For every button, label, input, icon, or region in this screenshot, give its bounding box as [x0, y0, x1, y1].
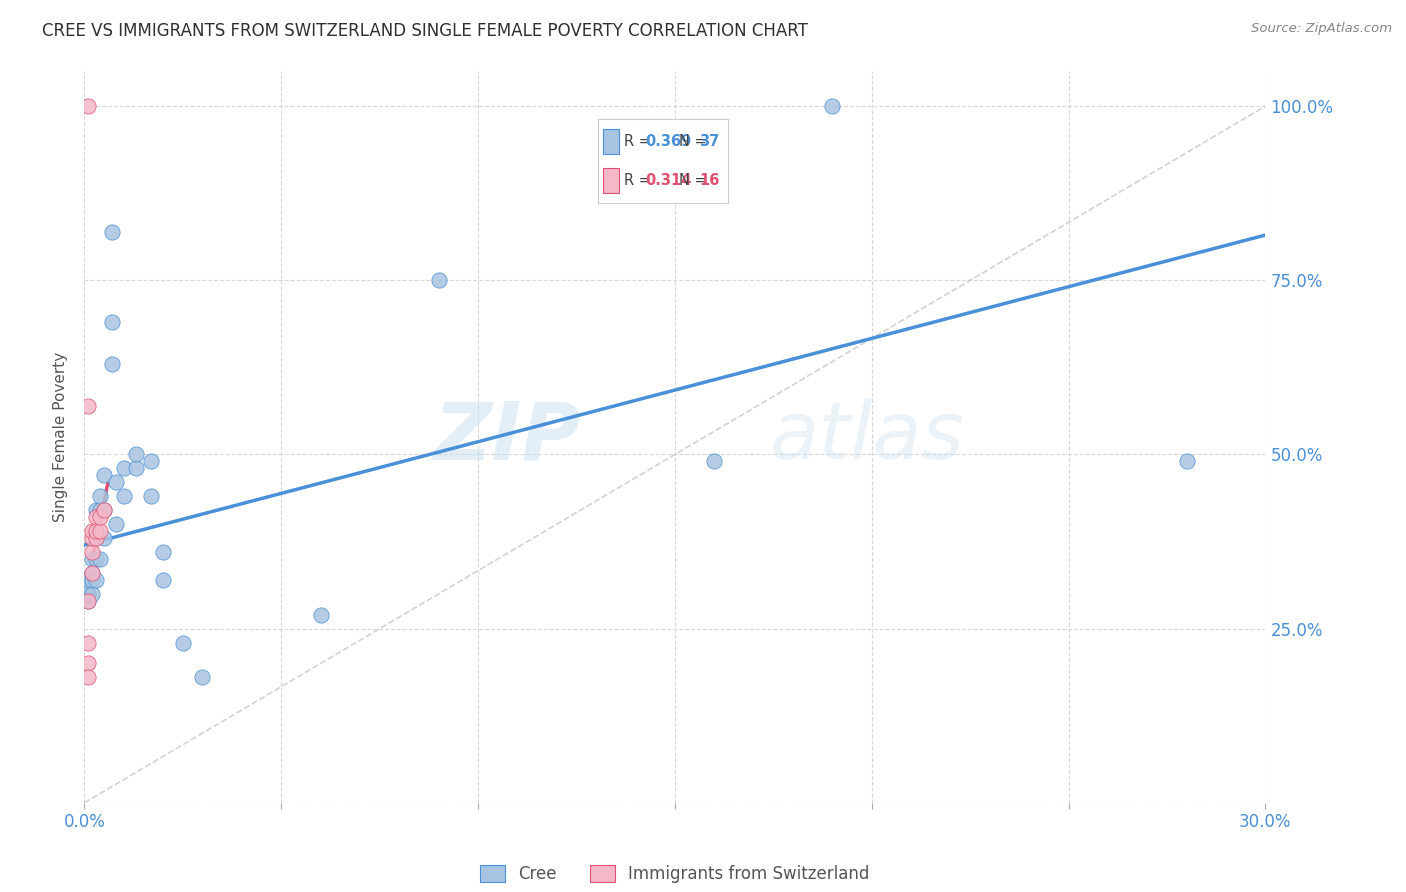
Point [82, 552, 104, 566]
Point [77, 580, 100, 594]
Point [77, 657, 100, 671]
Point [77, 594, 100, 608]
Text: CREE VS IMMIGRANTS FROM SWITZERLAND SINGLE FEMALE POVERTY CORRELATION CHART: CREE VS IMMIGRANTS FROM SWITZERLAND SING… [42, 22, 808, 40]
Point [101, 357, 124, 371]
Bar [603, 129, 619, 154]
Point [93, 503, 115, 517]
Point [84, 552, 107, 566]
Point [309, 607, 332, 622]
Point [77, 587, 100, 601]
Point [172, 635, 194, 649]
Text: ZIP: ZIP [433, 398, 581, 476]
Point [77, 670, 100, 684]
Point [104, 475, 127, 490]
Point [84, 531, 107, 545]
Point [124, 448, 146, 462]
Y-axis label: Single Female Poverty: Single Female Poverty [53, 352, 69, 522]
Point [141, 454, 163, 468]
Point [427, 273, 450, 287]
Point [112, 461, 135, 475]
Text: R =: R = [624, 134, 655, 149]
Text: 0.314: 0.314 [645, 173, 692, 188]
Text: atlas: atlas [769, 398, 965, 476]
Point [82, 566, 104, 580]
Point [89, 489, 111, 503]
Point [93, 531, 115, 545]
Bar [603, 168, 619, 193]
Point [1175, 454, 1198, 468]
Point [89, 524, 111, 538]
Point [82, 524, 104, 538]
Point [77, 594, 100, 608]
Point [703, 454, 725, 468]
Point [82, 573, 104, 587]
Point [112, 489, 135, 503]
Point [821, 99, 844, 113]
Text: N =: N = [679, 134, 711, 149]
Point [104, 517, 127, 532]
Text: 37: 37 [699, 134, 720, 149]
Point [82, 566, 104, 580]
Point [89, 510, 111, 524]
Point [84, 573, 107, 587]
Point [84, 524, 107, 538]
Point [93, 503, 115, 517]
Point [82, 531, 104, 545]
Point [84, 510, 107, 524]
Point [77, 635, 100, 649]
Point [77, 587, 100, 601]
Legend: Cree, Immigrants from Switzerland: Cree, Immigrants from Switzerland [474, 858, 876, 889]
Point [152, 545, 174, 559]
Point [101, 225, 124, 239]
Point [152, 573, 174, 587]
Point [77, 99, 100, 113]
Point [89, 503, 111, 517]
Point [141, 489, 163, 503]
Point [77, 399, 100, 413]
Point [89, 552, 111, 566]
Text: R =: R = [624, 173, 655, 188]
Point [82, 545, 104, 559]
Text: 0.369: 0.369 [645, 134, 692, 149]
Point [84, 503, 107, 517]
Point [191, 670, 214, 684]
Point [93, 468, 115, 483]
Point [124, 461, 146, 475]
Point [77, 573, 100, 587]
Point [101, 315, 124, 329]
Point [82, 587, 104, 601]
Text: 16: 16 [699, 173, 720, 188]
Text: Source: ZipAtlas.com: Source: ZipAtlas.com [1251, 22, 1392, 36]
Text: N =: N = [679, 173, 711, 188]
Point [84, 531, 107, 545]
